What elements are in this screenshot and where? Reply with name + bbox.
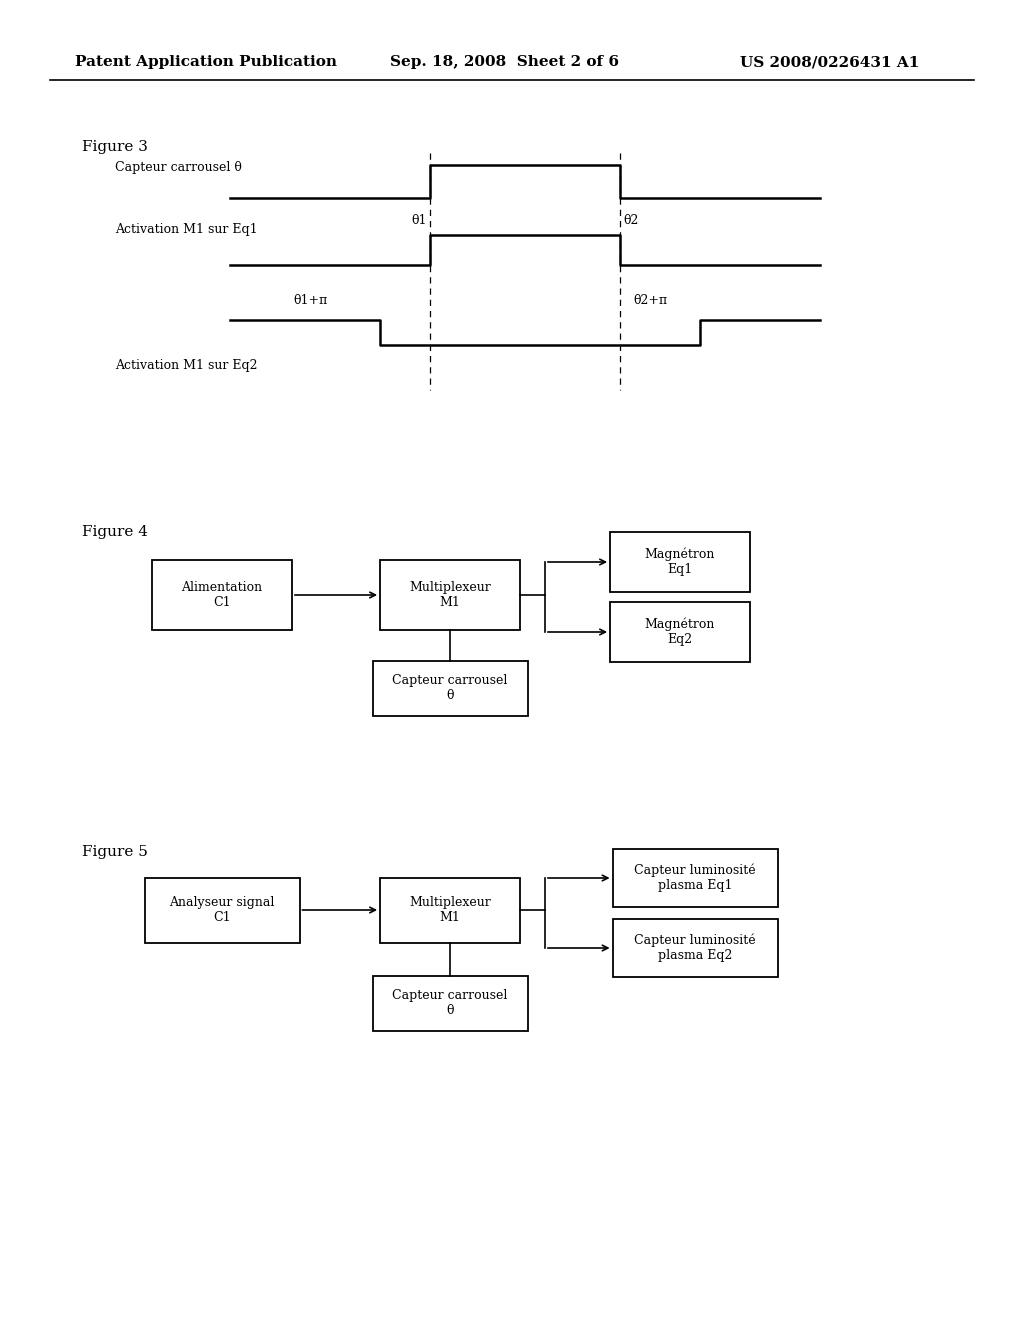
FancyBboxPatch shape [612,919,777,977]
Text: Activation M1 sur Eq2: Activation M1 sur Eq2 [115,359,257,371]
Text: Figure 5: Figure 5 [82,845,147,859]
FancyBboxPatch shape [380,878,520,942]
Text: Multiplexeur
M1: Multiplexeur M1 [410,896,490,924]
Text: Capteur luminosité
plasma Eq2: Capteur luminosité plasma Eq2 [634,933,756,962]
Text: Capteur carrousel
θ: Capteur carrousel θ [392,989,508,1016]
Text: θ2+π: θ2+π [633,293,667,306]
Text: Capteur carrousel
θ: Capteur carrousel θ [392,675,508,702]
Text: Analyseur signal
C1: Analyseur signal C1 [169,896,274,924]
FancyBboxPatch shape [610,602,750,663]
Text: Capteur carrousel θ: Capteur carrousel θ [115,161,242,174]
Text: θ1+π: θ1+π [293,293,327,306]
Text: Alimentation
C1: Alimentation C1 [181,581,262,609]
Text: US 2008/0226431 A1: US 2008/0226431 A1 [740,55,920,69]
FancyBboxPatch shape [144,878,299,942]
Text: Figure 3: Figure 3 [82,140,147,154]
Text: Magnétron
Eq2: Magnétron Eq2 [645,618,715,647]
Text: Sep. 18, 2008  Sheet 2 of 6: Sep. 18, 2008 Sheet 2 of 6 [390,55,618,69]
FancyBboxPatch shape [380,560,520,630]
Text: Patent Application Publication: Patent Application Publication [75,55,337,69]
Text: θ2: θ2 [623,214,638,227]
Text: θ1: θ1 [412,214,427,227]
Text: Activation M1 sur Eq1: Activation M1 sur Eq1 [115,223,258,236]
Text: Capteur luminosité
plasma Eq1: Capteur luminosité plasma Eq1 [634,863,756,892]
FancyBboxPatch shape [610,532,750,591]
Text: Magnétron
Eq1: Magnétron Eq1 [645,548,715,577]
Text: Figure 4: Figure 4 [82,525,148,539]
FancyBboxPatch shape [612,849,777,907]
FancyBboxPatch shape [373,660,527,715]
FancyBboxPatch shape [152,560,292,630]
Text: Multiplexeur
M1: Multiplexeur M1 [410,581,490,609]
FancyBboxPatch shape [373,975,527,1031]
